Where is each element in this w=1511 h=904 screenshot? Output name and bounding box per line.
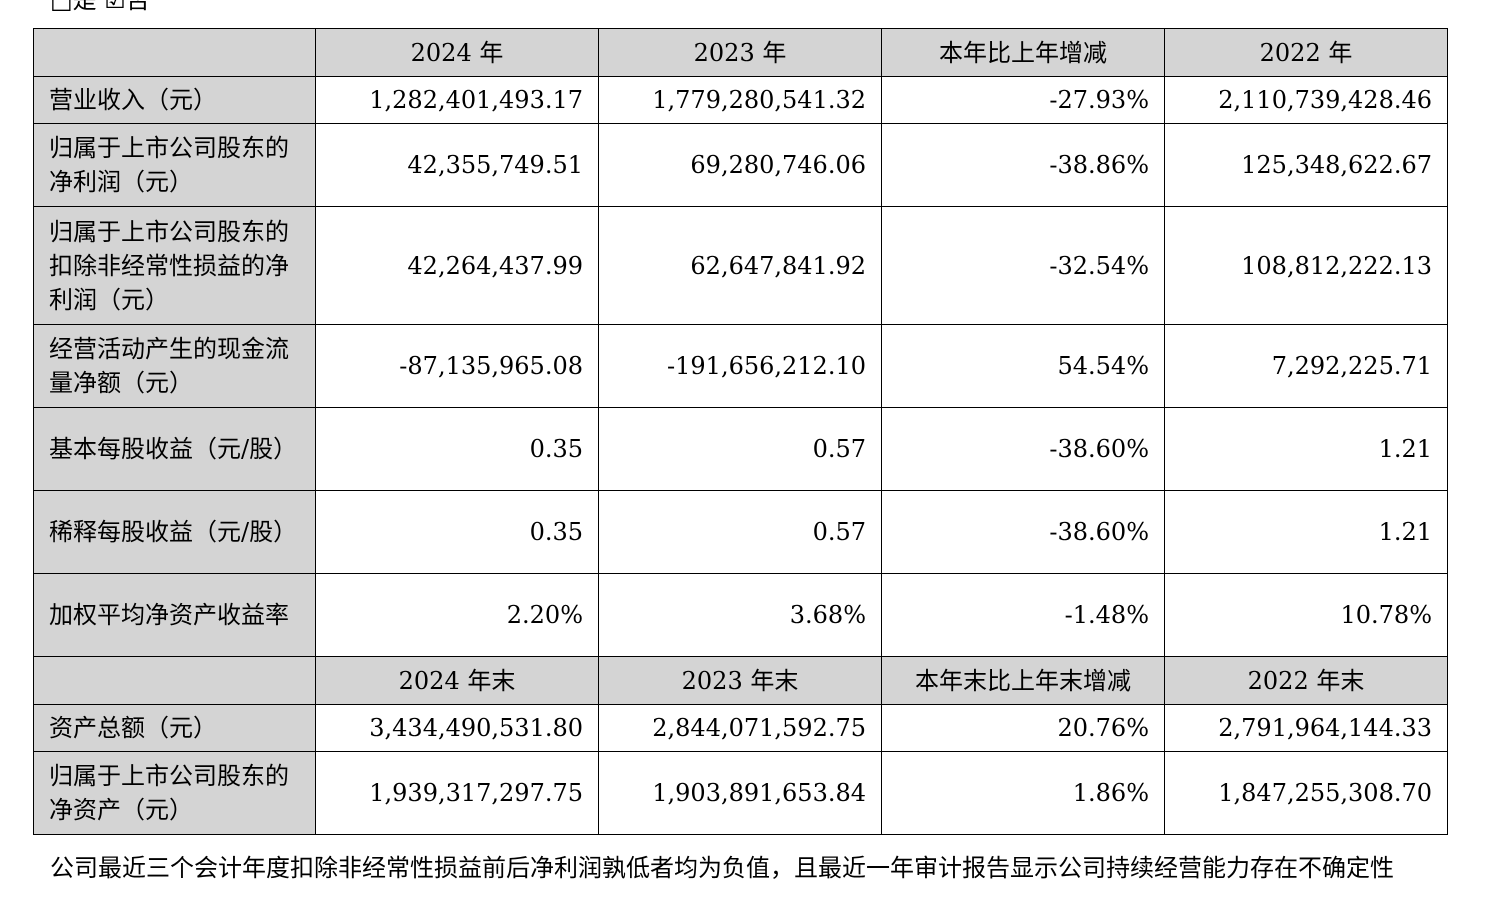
header-cell-2024-end: 2024 年末: [315, 656, 599, 705]
value-cell: -191,656,212.10: [598, 324, 882, 408]
value-cell: -27.93%: [881, 76, 1165, 124]
value-cell: 3.68%: [598, 573, 882, 657]
value-cell: 7,292,225.71: [1164, 324, 1448, 408]
header-cell-2023-end: 2023 年末: [598, 656, 882, 705]
value-cell: 1.21: [1164, 490, 1448, 574]
table-row: 归属于上市公司股东的扣除非经常性损益的净利润（元） 42,264,437.99 …: [33, 206, 1448, 325]
row-label: 经营活动产生的现金流量净额（元）: [33, 324, 316, 408]
value-cell: 1,847,255,308.70: [1164, 751, 1448, 835]
row-label: 稀释每股收益（元/股）: [33, 490, 316, 574]
value-cell: -38.86%: [881, 123, 1165, 207]
value-cell: 125,348,622.67: [1164, 123, 1448, 207]
row-label: 资产总额（元）: [33, 704, 316, 752]
row-label: 加权平均净资产收益率: [33, 573, 316, 657]
table-row: 稀释每股收益（元/股） 0.35 0.57 -38.60% 1.21: [33, 490, 1448, 574]
row-label: 归属于上市公司股东的净资产（元）: [33, 751, 316, 835]
header-cell-change: 本年比上年增减: [881, 28, 1165, 77]
table-row: 资产总额（元） 3,434,490,531.80 2,844,071,592.7…: [33, 704, 1448, 752]
value-cell: 108,812,222.13: [1164, 206, 1448, 325]
row-label: 归属于上市公司股东的净利润（元）: [33, 123, 316, 207]
header-cell-2023: 2023 年: [598, 28, 882, 77]
header-cell-2022: 2022 年: [1164, 28, 1448, 77]
value-cell: 2.20%: [315, 573, 599, 657]
value-cell: 2,844,071,592.75: [598, 704, 882, 752]
value-cell: 0.35: [315, 407, 599, 491]
table-row: 加权平均净资产收益率 2.20% 3.68% -1.48% 10.78%: [33, 573, 1448, 657]
value-cell: 0.57: [598, 490, 882, 574]
row-label: 营业收入（元）: [33, 76, 316, 124]
value-cell: 1.86%: [881, 751, 1165, 835]
header-cell-blank: [33, 28, 316, 77]
header-cell-blank: [33, 656, 316, 705]
value-cell: 42,264,437.99: [315, 206, 599, 325]
value-cell: 69,280,746.06: [598, 123, 882, 207]
header-cell-change-end: 本年末比上年末增减: [881, 656, 1165, 705]
value-cell: 1,282,401,493.17: [315, 76, 599, 124]
value-cell: 1,779,280,541.32: [598, 76, 882, 124]
value-cell: 62,647,841.92: [598, 206, 882, 325]
value-cell: -1.48%: [881, 573, 1165, 657]
value-cell: -32.54%: [881, 206, 1165, 325]
header-cell-2024: 2024 年: [315, 28, 599, 77]
row-label: 基本每股收益（元/股）: [33, 407, 316, 491]
value-cell: 1,903,891,653.84: [598, 751, 882, 835]
table-row: 归属于上市公司股东的净资产（元） 1,939,317,297.75 1,903,…: [33, 751, 1448, 835]
value-cell: 1.21: [1164, 407, 1448, 491]
value-cell: -38.60%: [881, 490, 1165, 574]
value-cell: 54.54%: [881, 324, 1165, 408]
value-cell: 2,110,739,428.46: [1164, 76, 1448, 124]
table-header-row-year-end: 2024 年末 2023 年末 本年末比上年末增减 2022 年末: [33, 656, 1448, 705]
table-header-row: 2024 年 2023 年 本年比上年增减 2022 年: [33, 28, 1448, 77]
table-row: 归属于上市公司股东的净利润（元） 42,355,749.51 69,280,74…: [33, 123, 1448, 207]
value-cell: 2,791,964,144.33: [1164, 704, 1448, 752]
table-row: 基本每股收益（元/股） 0.35 0.57 -38.60% 1.21: [33, 407, 1448, 491]
table-row: 营业收入（元） 1,282,401,493.17 1,779,280,541.3…: [33, 76, 1448, 124]
header-cell-2022-end: 2022 年末: [1164, 656, 1448, 705]
value-cell: -38.60%: [881, 407, 1165, 491]
value-cell: -87,135,965.08: [315, 324, 599, 408]
row-label: 归属于上市公司股东的扣除非经常性损益的净利润（元）: [33, 206, 316, 325]
value-cell: 0.35: [315, 490, 599, 574]
value-cell: 10.78%: [1164, 573, 1448, 657]
financial-indicators-table: 2024 年 2023 年 本年比上年增减 2022 年 营业收入（元） 1,2…: [33, 28, 1448, 835]
value-cell: 3,434,490,531.80: [315, 704, 599, 752]
table-row: 经营活动产生的现金流量净额（元） -87,135,965.08 -191,656…: [33, 324, 1448, 408]
value-cell: 1,939,317,297.75: [315, 751, 599, 835]
value-cell: 42,355,749.51: [315, 123, 599, 207]
top-fragment-text: □是 ☑否: [50, 0, 150, 14]
value-cell: 20.76%: [881, 704, 1165, 752]
footnote-text: 公司最近三个会计年度扣除非经常性损益前后净利润孰低者均为负值，且最近一年审计报告…: [50, 854, 1394, 882]
value-cell: 0.57: [598, 407, 882, 491]
